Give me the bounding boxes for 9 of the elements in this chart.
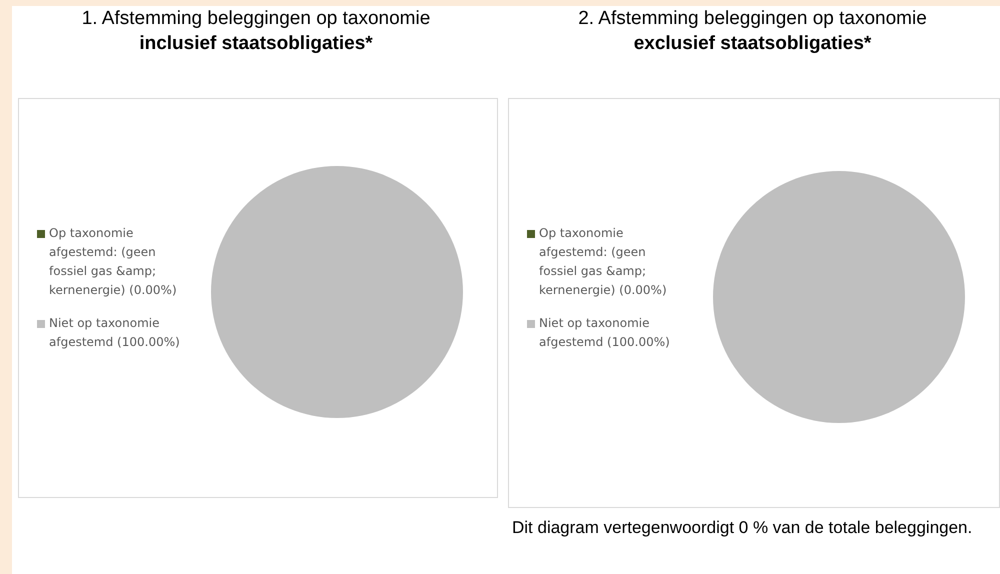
legend-label: Op taxonomie afgestemd: (geen fossiel gas &amp; kernenergie) (0.00%) bbox=[539, 226, 667, 297]
legend-label: Niet op taxonomie afgestemd (100.00%) bbox=[539, 316, 670, 349]
chart-title: 1. Afstemming beleggingen op taxonomie bbox=[80, 7, 432, 31]
chart-title: 2. Afstemming beleggingen op taxonomie bbox=[577, 7, 928, 31]
legend-label: Op taxonomie afgestemd: (geen fossiel gas &amp; kernenergie) (0.00%) bbox=[49, 226, 177, 297]
legend-label: Niet op taxonomie afgestemd (100.00%) bbox=[49, 316, 180, 349]
chart-subtitle: inclusief staatsobligaties* bbox=[138, 32, 374, 56]
chart-subtitle: exclusief staatsobligaties* bbox=[632, 32, 872, 56]
text: Dit diagram vertegenwoordigt 0 % van de totale beleggingen. bbox=[512, 517, 974, 539]
